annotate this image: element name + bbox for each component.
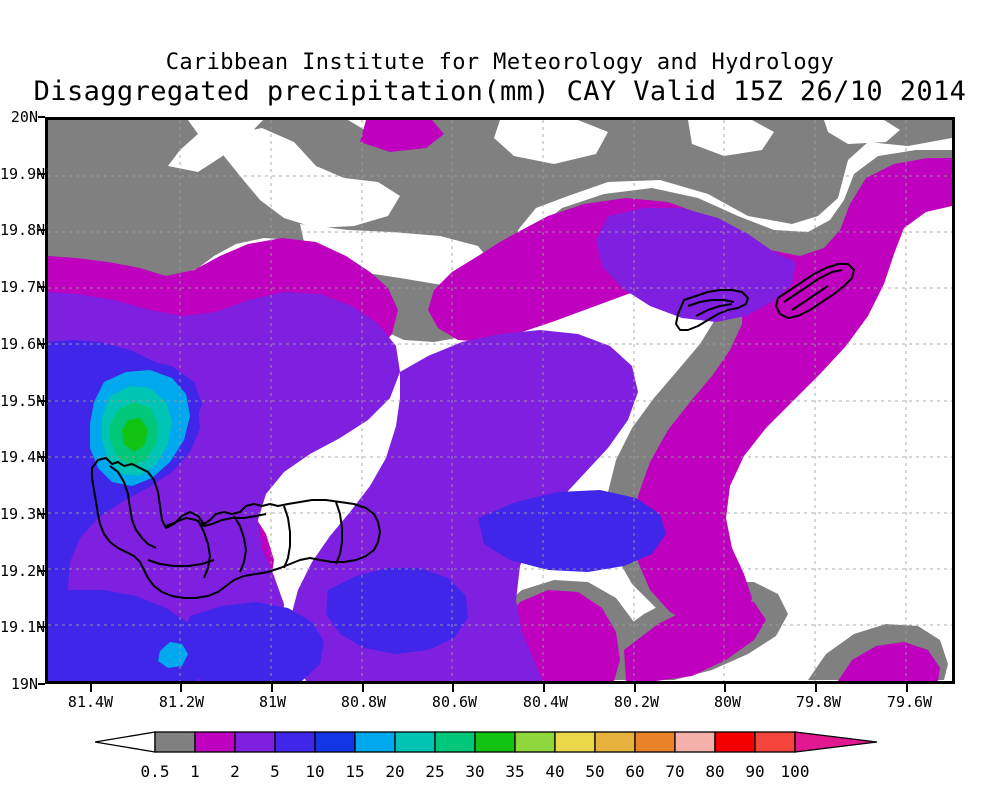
colorbar-under-arrow (95, 731, 156, 753)
y-tick-mark (38, 569, 45, 572)
colorbar-segment (354, 731, 396, 753)
colorbar-segment (194, 731, 236, 753)
y-tick-label: 19.2N (0, 561, 46, 580)
figure-subtitle: Caribbean Institute for Meteorology and … (165, 50, 835, 75)
x-tick-label: 81.2W (158, 693, 205, 711)
y-tick-label: 19.5N (0, 391, 46, 410)
colorbar-tick-label: 35 (505, 762, 525, 781)
x-tick-label: 80.6W (431, 693, 478, 711)
y-axis-labels: 20N 19.9N 19.8N 19.7N 19.6N 19.5N 19.4N 19.3N 19… (0, 108, 1000, 693)
y-tick-label: 19.7N (0, 278, 46, 297)
y-tick-label: 19.1N (0, 618, 46, 637)
y-tick-mark (38, 286, 45, 289)
colorbar-segment (594, 731, 636, 753)
contour-fill-svg (48, 120, 952, 681)
precipitation-field (48, 120, 952, 681)
colorbar-tick-label: 10 (305, 762, 325, 781)
colorbar-segment (714, 731, 756, 753)
y-tick-label: 20N (10, 108, 38, 126)
y-tick-mark (38, 626, 45, 629)
colorbar-segment (474, 731, 516, 753)
colorbar-segment (274, 731, 316, 753)
y-tick-mark (38, 456, 45, 459)
x-tick-label: 80.2W (613, 693, 660, 711)
colorbar-tick-label: 70 (665, 762, 685, 781)
colorbar: 0.5 1 2 5 10 15 20 25 30 35 40 50 60 70 80 90 100 (0, 726, 1000, 796)
y-tick-label: 19.4N (0, 448, 46, 467)
y-tick-label: 19N (10, 675, 38, 693)
colorbar-segment (514, 731, 556, 753)
colorbar-segment (634, 731, 676, 753)
y-tick-mark (38, 683, 45, 685)
colorbar-tick-label: 5 (270, 762, 280, 781)
colorbar-tick-label: 100 (780, 762, 810, 781)
colorbar-segment (154, 731, 196, 753)
colorbar-segment (314, 731, 356, 753)
y-tick-label: 19.3N (0, 504, 46, 523)
colorbar-segment (554, 731, 596, 753)
colorbar-tick-label: 15 (345, 762, 365, 781)
x-tick-label: 80.4W (522, 693, 569, 711)
map-plot-area[interactable]: 81.4W 81.2W 81W 80.8W 80.6W 80.4W 80.2W 80W 79.8… (45, 117, 955, 711)
x-tick-label: 79.6W (886, 693, 933, 711)
y-tick-label: 19.9N (0, 164, 46, 183)
colorbar-over-arrow (794, 731, 878, 753)
colorbar-segment (674, 731, 716, 753)
colorbar-tick-label: 60 (625, 762, 645, 781)
x-tick-label: 80.8W (340, 693, 387, 711)
y-tick-mark (38, 399, 45, 402)
figure-title: Disaggregated precipitation(mm) CAY Vali… (33, 76, 967, 107)
colorbar-tick-label: 50 (585, 762, 605, 781)
colorbar-segment (394, 731, 436, 753)
colorbar-tick-label: 0.5 (140, 762, 170, 781)
colorbar-tick-label: 2 (230, 762, 240, 781)
colorbar-segment (754, 731, 796, 753)
y-tick-mark (38, 342, 45, 345)
colorbar-tick-label: 1 (190, 762, 200, 781)
colorbar-segment (234, 731, 276, 753)
colorbar-tick-label: 30 (465, 762, 485, 781)
map-gridlines (48, 120, 952, 681)
colorbar-tick-label: 25 (425, 762, 445, 781)
x-tick-label: 80W (713, 693, 742, 711)
x-tick-label: 79.8W (795, 693, 842, 711)
x-tick-label: 81W (258, 693, 287, 711)
y-tick-mark (38, 229, 45, 232)
colorbar-segment (434, 731, 476, 753)
y-tick-label: 19.8N (0, 221, 46, 240)
colorbar-tick-label: 40 (545, 762, 565, 781)
y-tick-mark (38, 512, 45, 515)
x-tick-label: 81.4W (67, 693, 114, 711)
island-coastlines (91, 263, 855, 599)
colorbar-tick-label: 20 (385, 762, 405, 781)
colorbar-tick-label: 90 (745, 762, 765, 781)
colorbar-tick-label: 80 (705, 762, 725, 781)
y-tick-label: 19.6N (0, 334, 46, 353)
y-tick-mark (38, 172, 45, 175)
colorbar-swatches (95, 731, 878, 753)
y-tick-mark (38, 116, 45, 118)
